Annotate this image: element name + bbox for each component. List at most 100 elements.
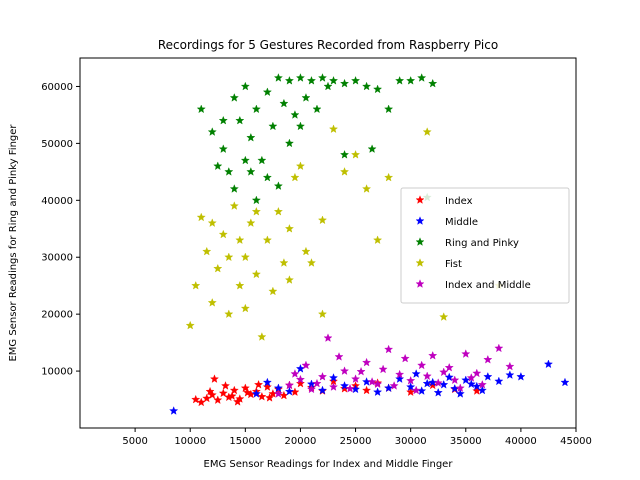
data-point bbox=[251, 206, 261, 216]
data-point bbox=[411, 385, 421, 395]
data-point bbox=[340, 366, 350, 375]
data-point bbox=[207, 127, 217, 136]
data-point bbox=[262, 377, 272, 387]
data-point bbox=[406, 382, 416, 391]
legend-item: Ring and Pinky bbox=[415, 237, 519, 249]
data-point bbox=[323, 333, 333, 342]
data-point bbox=[543, 359, 553, 369]
data-point bbox=[362, 385, 372, 395]
data-point bbox=[262, 172, 272, 182]
data-point bbox=[439, 379, 449, 389]
data-point bbox=[218, 229, 228, 239]
legend-marker bbox=[415, 216, 425, 225]
data-point bbox=[351, 384, 361, 394]
x-tick-label: 15000 bbox=[229, 436, 261, 447]
data-point bbox=[466, 379, 476, 389]
data-point bbox=[257, 332, 267, 341]
data-point bbox=[240, 252, 250, 262]
data-point bbox=[389, 381, 399, 390]
data-point bbox=[340, 167, 350, 176]
data-point bbox=[284, 138, 294, 148]
data-point bbox=[202, 246, 212, 256]
data-point bbox=[384, 383, 394, 393]
data-point bbox=[227, 391, 237, 400]
data-point bbox=[229, 93, 239, 102]
data-point bbox=[406, 387, 416, 396]
data-point bbox=[224, 252, 234, 262]
x-axis-label: EMG Sensor Readings for Index and Middle… bbox=[204, 459, 454, 470]
data-point bbox=[229, 201, 239, 210]
data-point bbox=[262, 382, 272, 391]
data-point bbox=[417, 73, 427, 82]
legend-box bbox=[400, 187, 570, 304]
data-point bbox=[505, 361, 515, 371]
data-point bbox=[450, 375, 460, 385]
data-point bbox=[362, 81, 372, 91]
data-point bbox=[516, 372, 526, 381]
legend-label: Middle bbox=[445, 217, 478, 228]
data-point bbox=[279, 98, 289, 108]
data-point bbox=[505, 370, 515, 379]
data-point bbox=[251, 104, 261, 114]
data-point bbox=[284, 224, 294, 233]
x-tick-label: 45000 bbox=[560, 436, 592, 447]
legend-marker bbox=[415, 258, 425, 267]
x-tick-label: 10000 bbox=[174, 436, 206, 447]
data-point bbox=[213, 161, 223, 171]
legend-marker bbox=[415, 237, 425, 246]
y-tick-label: 30000 bbox=[41, 253, 73, 264]
data-point bbox=[395, 369, 405, 379]
data-point bbox=[268, 286, 278, 296]
data-point bbox=[444, 372, 454, 382]
data-point bbox=[290, 369, 300, 378]
legend-label: Ring and Pinky bbox=[445, 238, 519, 249]
data-point bbox=[378, 364, 388, 374]
data-point bbox=[317, 372, 328, 381]
data-point bbox=[422, 378, 432, 388]
data-point bbox=[279, 258, 289, 267]
data-point bbox=[273, 206, 283, 216]
data-point bbox=[251, 195, 261, 205]
data-point bbox=[229, 385, 239, 395]
data-point bbox=[312, 104, 322, 114]
data-point bbox=[220, 381, 231, 390]
legend-marker bbox=[415, 279, 425, 288]
data-point bbox=[351, 150, 361, 159]
data-point bbox=[428, 377, 438, 387]
data-point bbox=[246, 132, 256, 142]
y-tick-label: 60000 bbox=[41, 82, 73, 93]
data-point bbox=[433, 378, 443, 387]
data-point bbox=[191, 394, 201, 404]
data-point bbox=[233, 397, 243, 406]
y-tick-label: 20000 bbox=[41, 310, 73, 321]
data-point bbox=[384, 104, 394, 114]
data-point bbox=[362, 357, 372, 367]
legend-item: Fist bbox=[415, 258, 462, 270]
data-point bbox=[406, 375, 416, 385]
data-point bbox=[433, 387, 443, 397]
data-point bbox=[295, 121, 305, 131]
data-point bbox=[262, 235, 272, 245]
y-axis-label: EMG Sensor Readings for Ring and Pinky F… bbox=[8, 124, 19, 362]
data-point bbox=[240, 303, 250, 313]
data-point bbox=[560, 377, 570, 387]
data-point bbox=[295, 374, 305, 384]
data-point bbox=[477, 385, 487, 395]
data-point bbox=[439, 312, 449, 321]
data-point bbox=[243, 387, 253, 397]
legend: Index Middle Ring and Pinky Fist Index and M… bbox=[400, 187, 570, 304]
data-point bbox=[284, 380, 294, 390]
data-point bbox=[240, 383, 250, 393]
legend-label: Index bbox=[445, 196, 473, 207]
data-point bbox=[218, 388, 228, 398]
data-point bbox=[373, 84, 383, 94]
data-point bbox=[411, 369, 421, 378]
data-point bbox=[213, 395, 223, 404]
data-point bbox=[295, 364, 305, 373]
data-point bbox=[494, 343, 504, 353]
y-axis: 10000 20000 30000 40000 50000 60000 bbox=[41, 82, 80, 378]
data-point bbox=[494, 376, 504, 386]
data-point bbox=[306, 76, 316, 85]
data-point bbox=[273, 181, 283, 190]
data-point bbox=[328, 76, 339, 85]
